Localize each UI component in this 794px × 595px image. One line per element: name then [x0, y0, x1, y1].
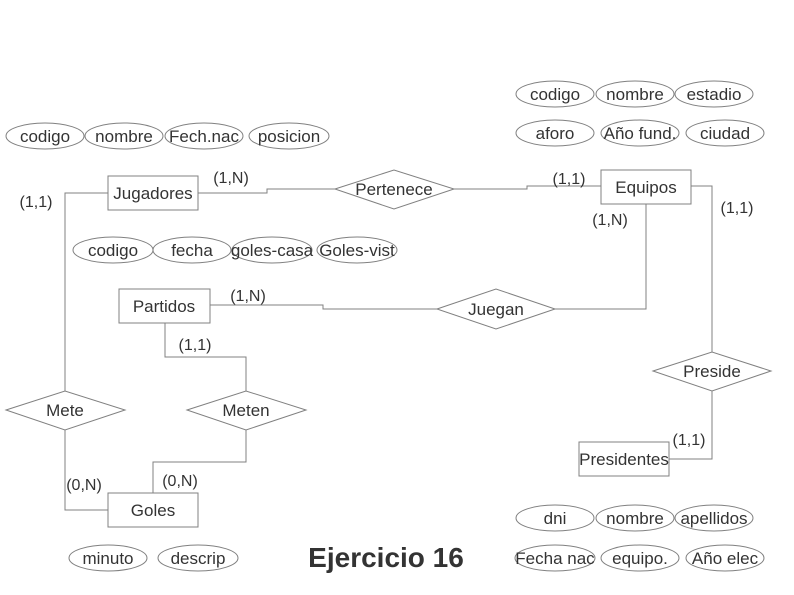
attribute-label: nombre — [95, 127, 153, 146]
attribute: nombre — [84, 122, 164, 150]
attribute: codigo — [5, 122, 85, 150]
relationship-meten-label: Meten — [222, 401, 269, 420]
attribute: goles-casa — [231, 236, 314, 264]
line-equipos-juegan — [555, 204, 647, 310]
attribute: equipo. — [600, 544, 680, 572]
attribute: codigo — [515, 80, 595, 108]
attribute-label: aforo — [536, 124, 575, 143]
attribute-label: ciudad — [700, 124, 750, 143]
attribute: ciudad — [685, 119, 765, 147]
line-pertenece-equipos — [454, 185, 601, 190]
line-partidos-meten — [164, 323, 247, 391]
attributes-jugadores: codigo nombre Fech.nac posicion — [5, 122, 330, 150]
relationship-preside-label: Preside — [683, 362, 741, 381]
attribute: nombre — [595, 80, 675, 108]
attributes-equipos: codigo nombre estadio aforo Año fund. ci… — [515, 80, 765, 147]
line-mete-goles — [64, 430, 108, 511]
attribute-label: equipo. — [612, 549, 668, 568]
entity-equipos-label: Equipos — [615, 178, 676, 197]
attribute-label: fecha — [171, 241, 213, 260]
attributes-partidos: codigo fecha goles-casa Goles-vist — [72, 236, 398, 264]
entity-goles: Goles — [107, 492, 199, 528]
relationship-juegan: Juegan — [435, 288, 557, 330]
relationship-mete: Mete — [4, 390, 127, 431]
line-jugadores-mete — [64, 192, 108, 391]
attribute: Fech.nac — [164, 122, 244, 150]
attribute: minuto — [68, 544, 148, 572]
entity-partidos-label: Partidos — [133, 297, 195, 316]
attribute-label: Fech.nac — [169, 127, 239, 146]
entity-partidos: Partidos — [118, 288, 211, 324]
cardinality-presidentes-preside: (1,1) — [673, 432, 706, 449]
attribute: posicion — [248, 122, 330, 150]
entity-equipos: Equipos — [600, 169, 692, 205]
cardinality-partidos-juegan: (1,N) — [230, 288, 266, 305]
attribute-label: descrip — [171, 549, 226, 568]
entity-presidentes-label: Presidentes — [579, 450, 669, 469]
line-partidos-juegan — [210, 304, 437, 310]
attributes-presidentes: dni nombre apellidos Fecha nac equipo. A… — [514, 504, 765, 572]
attribute: codigo — [72, 236, 154, 264]
attribute: fecha — [152, 236, 232, 264]
cardinality-jugadores-mete: (1,1) — [20, 194, 53, 211]
attribute-label: Goles-vist — [319, 241, 395, 260]
relationship-preside: Preside — [651, 351, 773, 392]
cardinalities: (1,1) (1,N) (1,1) (1,N) (1,1) (1,N) (1,1… — [20, 170, 754, 494]
attribute: apellidos — [674, 504, 754, 532]
cardinality-goles-meten: (0,N) — [162, 473, 198, 490]
attribute-label: Año elec — [692, 549, 759, 568]
diagram-title: Ejercicio 16 — [308, 542, 464, 573]
attribute: descrip — [157, 544, 239, 572]
relationship-mete-label: Mete — [46, 401, 84, 420]
connectors — [64, 185, 713, 511]
attribute-label: codigo — [20, 127, 70, 146]
attribute-label: Año fund. — [604, 124, 677, 143]
entity-jugadores: Jugadores — [107, 175, 199, 211]
attribute-label: dni — [544, 509, 567, 528]
line-preside-presidentes — [669, 391, 713, 460]
attribute-label: estadio — [687, 85, 742, 104]
line-equipos-preside — [691, 185, 713, 352]
attribute-label: posicion — [258, 127, 320, 146]
relationship-pertenece: Pertenece — [333, 169, 456, 210]
entity-jugadores-label: Jugadores — [113, 184, 192, 203]
attribute: Año fund. — [600, 119, 680, 147]
line-jugadores-pertenece — [198, 188, 335, 194]
attribute-label: codigo — [88, 241, 138, 260]
attribute: Año elec — [685, 544, 765, 572]
attribute-label: codigo — [530, 85, 580, 104]
attribute: estadio — [674, 80, 754, 108]
cardinality-partidos-meten: (1,1) — [179, 337, 212, 354]
attributes-goles: minuto descrip — [68, 544, 239, 572]
attribute: aforo — [515, 119, 595, 147]
relationship-juegan-label: Juegan — [468, 300, 524, 319]
entity-presidentes: Presidentes — [578, 441, 670, 477]
relationship-meten: Meten — [185, 390, 308, 431]
attribute: nombre — [595, 504, 675, 532]
attribute-label: nombre — [606, 85, 664, 104]
attribute-label: nombre — [606, 509, 664, 528]
attribute-label: goles-casa — [231, 241, 314, 260]
cardinality-goles-mete: (0,N) — [66, 477, 102, 494]
relationship-pertenece-label: Pertenece — [355, 180, 433, 199]
attribute-label: apellidos — [680, 509, 747, 528]
entity-goles-label: Goles — [131, 501, 175, 520]
cardinality-equipos-juegan: (1,N) — [592, 212, 628, 229]
attribute: Fecha nac — [514, 544, 596, 572]
cardinality-equipos-preside: (1,1) — [721, 200, 754, 217]
attribute-label: minuto — [82, 549, 133, 568]
attribute: Goles-vist — [316, 236, 398, 264]
cardinality-jugadores-pertenece: (1,N) — [213, 170, 249, 187]
attribute-label: Fecha nac — [515, 549, 595, 568]
attribute: dni — [515, 504, 595, 532]
cardinality-equipos-pertenece: (1,1) — [553, 171, 586, 188]
line-meten-goles — [152, 430, 247, 493]
